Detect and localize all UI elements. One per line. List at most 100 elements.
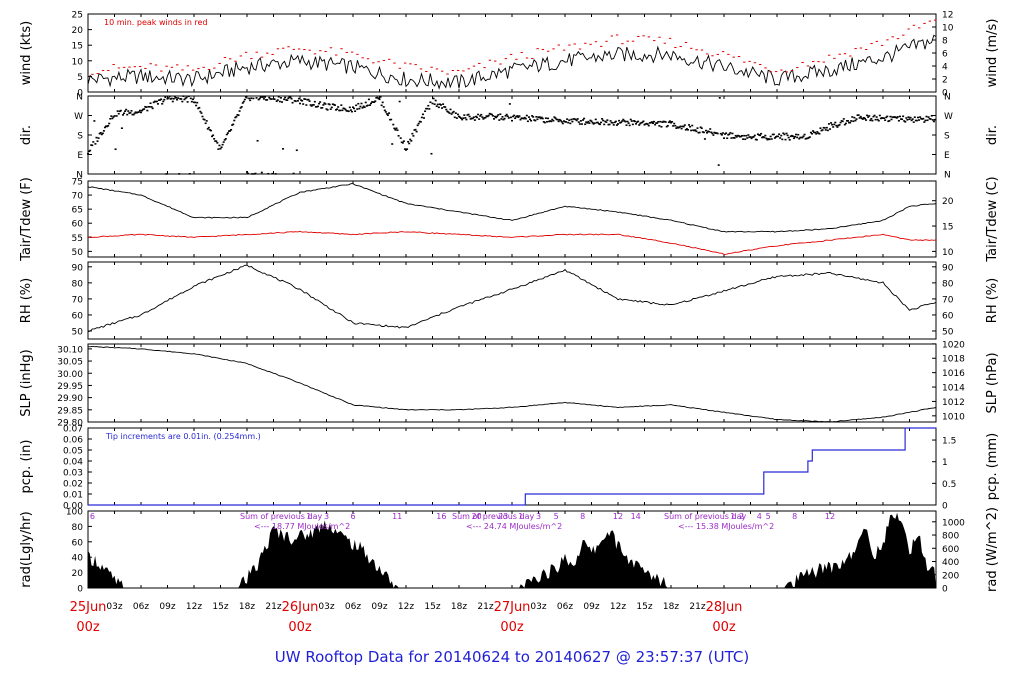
direction-point [213, 137, 216, 140]
direction-point [654, 123, 657, 126]
direction-point [477, 113, 480, 116]
direction-point [204, 122, 207, 125]
direction-point [602, 119, 605, 122]
direction-point [272, 98, 275, 100]
direction-point [115, 115, 118, 117]
direction-point [883, 117, 886, 120]
direction-point [904, 120, 907, 123]
direction-point [441, 107, 444, 109]
direction-point [835, 124, 838, 127]
tick-label: 30.10 [57, 345, 83, 355]
direction-point [791, 135, 794, 138]
direction-point [871, 119, 874, 122]
x-tick-label: 18z [239, 602, 255, 612]
direction-point [588, 122, 591, 124]
direction-point [262, 98, 265, 100]
direction-point [436, 103, 439, 106]
direction-point [147, 105, 150, 108]
direction-point [591, 121, 594, 124]
direction-point [324, 103, 327, 105]
direction-point [354, 110, 357, 112]
direction-point [699, 126, 702, 129]
direction-point [840, 120, 843, 122]
tick-label-right: 600 [942, 545, 959, 555]
direction-point [280, 101, 283, 103]
radiation-hour-label: 8 [792, 512, 797, 521]
direction-point [749, 136, 752, 138]
radiation-hour-label: 12 [825, 512, 835, 521]
direction-point [446, 110, 449, 113]
direction-point [889, 115, 892, 118]
direction-point [491, 114, 494, 117]
direction-point [193, 101, 195, 104]
direction-point [294, 100, 297, 103]
direction-point [653, 120, 656, 123]
direction-point [683, 124, 686, 126]
direction-point [651, 122, 654, 125]
direction-point [816, 131, 819, 133]
direction-point [176, 98, 179, 101]
direction-point [698, 131, 701, 134]
direction-point [135, 112, 138, 114]
direction-point [893, 116, 896, 118]
direction-point [577, 121, 580, 123]
direction-point [454, 112, 457, 114]
y-axis-label: dir. [19, 125, 34, 145]
panel-temperature: Tair/Tdew (F) Tair/Tdew (C) 50 55 60 65 70 75 10… [19, 176, 1000, 262]
direction-point [179, 97, 182, 100]
x-tick-label: 03z [106, 602, 122, 612]
direction-point [751, 136, 754, 138]
panel-annotation: Tip increments are 0.01in. (0.254mm.) [105, 432, 261, 441]
direction-point [279, 97, 282, 99]
direction-point [659, 120, 662, 123]
direction-point [755, 138, 758, 141]
direction-point [499, 113, 502, 116]
direction-point [469, 118, 472, 120]
direction-point [813, 131, 816, 134]
direction-point [256, 139, 259, 142]
direction-point [283, 98, 286, 101]
direction-point [132, 113, 135, 116]
direction-point [341, 109, 344, 112]
direction-point [285, 99, 288, 101]
direction-point [574, 118, 577, 121]
tick-label-right: 1012 [942, 398, 965, 408]
direction-point [867, 116, 870, 118]
direction-point [460, 117, 463, 120]
direction-point [108, 122, 111, 125]
direction-point [312, 104, 315, 106]
direction-point [124, 110, 127, 113]
direction-point [296, 100, 299, 102]
direction-point [822, 126, 825, 129]
tick-label-right: 0 [942, 502, 948, 512]
direction-point [834, 121, 837, 124]
direction-point [442, 103, 445, 105]
direction-point [919, 116, 922, 118]
direction-point [265, 99, 268, 101]
direction-point [852, 120, 855, 123]
direction-point [855, 118, 858, 120]
direction-point [321, 106, 324, 109]
direction-point [238, 110, 241, 112]
direction-point [668, 120, 671, 122]
direction-point [207, 126, 210, 129]
direction-point [887, 120, 890, 123]
direction-point [708, 130, 711, 133]
direction-point [459, 116, 462, 119]
direction-point [848, 121, 851, 124]
direction-point [544, 117, 547, 119]
direction-point [667, 121, 670, 124]
direction-point [766, 138, 769, 141]
direction-point [923, 121, 926, 123]
direction-point [696, 127, 699, 129]
direction-point [99, 131, 102, 134]
direction-point [704, 129, 707, 132]
direction-point [570, 118, 573, 121]
direction-point [392, 123, 395, 126]
direction-point [154, 100, 157, 103]
direction-point [249, 99, 252, 102]
direction-point [291, 101, 294, 104]
direction-point [319, 101, 322, 103]
direction-point [293, 100, 296, 102]
direction-point [838, 124, 841, 126]
